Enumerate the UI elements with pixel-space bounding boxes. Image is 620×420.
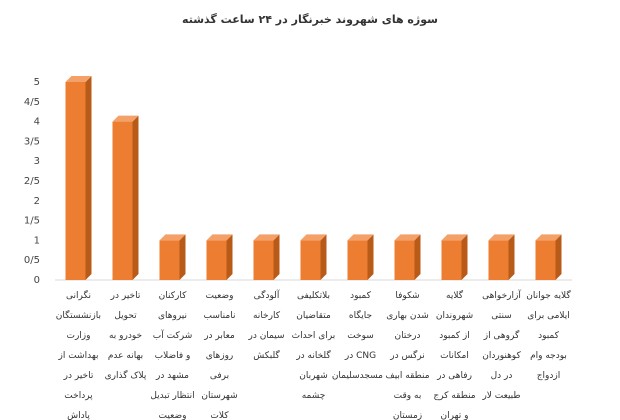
- bar-side: [414, 234, 421, 280]
- x-tick-label: کمبود جایگاه سوخت CNG در مسجدسلیمان: [331, 291, 383, 381]
- y-tick-label: 0/5: [24, 255, 40, 266]
- bar-top: [441, 234, 468, 241]
- y-tick-label: 2: [34, 196, 40, 207]
- y-tick-label: 1/5: [24, 216, 40, 227]
- bar-top: [300, 234, 327, 241]
- bar: [347, 240, 368, 280]
- y-tick-label: 2/5: [24, 176, 40, 187]
- bar-side: [226, 234, 233, 280]
- x-tick-label: گلایه شهروندان از کمبود امکانات رفاهی در…: [433, 291, 476, 420]
- bar-top: [206, 234, 233, 241]
- x-tick-label: کارکنان نیروهای شرکت آب و فاضلاب مشهد در…: [150, 291, 195, 420]
- y-tick-label: 5: [34, 77, 40, 88]
- bar: [535, 240, 556, 280]
- bar: [488, 240, 509, 280]
- y-tick-label: 4: [34, 117, 40, 128]
- x-tick-label: بلاتکلیفی متقاضیان برای احداث گلخانه در …: [291, 291, 336, 401]
- bar-side: [320, 234, 327, 280]
- bar-side: [367, 234, 374, 280]
- bar-side: [85, 76, 92, 280]
- bar-side: [508, 234, 515, 280]
- bar-top: [488, 234, 515, 241]
- y-tick-label: 0: [34, 275, 40, 286]
- bar-side: [273, 234, 280, 280]
- x-tick-label: آزارخواهی سنتی گروهی از کوهنوردان در دل …: [482, 291, 521, 401]
- bar-top: [159, 234, 186, 241]
- bar: [253, 240, 274, 280]
- bar-top: [253, 234, 280, 241]
- bar-side: [461, 234, 468, 280]
- bar-side: [179, 234, 186, 280]
- bar: [65, 82, 86, 280]
- bar: [206, 240, 227, 280]
- bar-top: [112, 115, 139, 122]
- x-tick-label: شکوفا شدن بهاری درختان نرگس در منطقه ابی…: [385, 291, 430, 420]
- bar-side: [132, 115, 139, 280]
- bar-top: [535, 234, 562, 241]
- bar-top: [347, 234, 374, 241]
- x-tick-label: تاخیر در تحویل خودرو به بهانه عدم پلاک گ…: [104, 291, 147, 381]
- bar: [112, 121, 133, 280]
- chart-title: سوژه های شهروند خبرنگار در ۲۴ ساعت گذشته: [182, 13, 438, 26]
- bar-top: [65, 76, 92, 82]
- x-tick-label: وضعیت نامناسب معابر در روزهای برفی شهرست…: [201, 291, 238, 420]
- x-tick-label: نگرانی بازنشستگان وزارت بهداشت از تاخیر …: [55, 291, 101, 420]
- bar: [300, 240, 321, 280]
- x-tick-label: گلایه جوانان ایلامی برای کمبود بودجه وام…: [526, 291, 571, 381]
- y-tick-label: 3/5: [24, 136, 40, 147]
- y-tick-label: 4/5: [24, 97, 40, 108]
- bar: [159, 240, 180, 280]
- y-tick-label: 1: [34, 235, 40, 246]
- bar: [441, 240, 462, 280]
- y-tick-label: 3: [34, 156, 40, 167]
- bar-top: [394, 234, 421, 241]
- bar: [394, 240, 415, 280]
- bar-side: [555, 234, 562, 280]
- x-tick-label: آلودگی کارخانه سیمان در گلبکش: [248, 291, 285, 361]
